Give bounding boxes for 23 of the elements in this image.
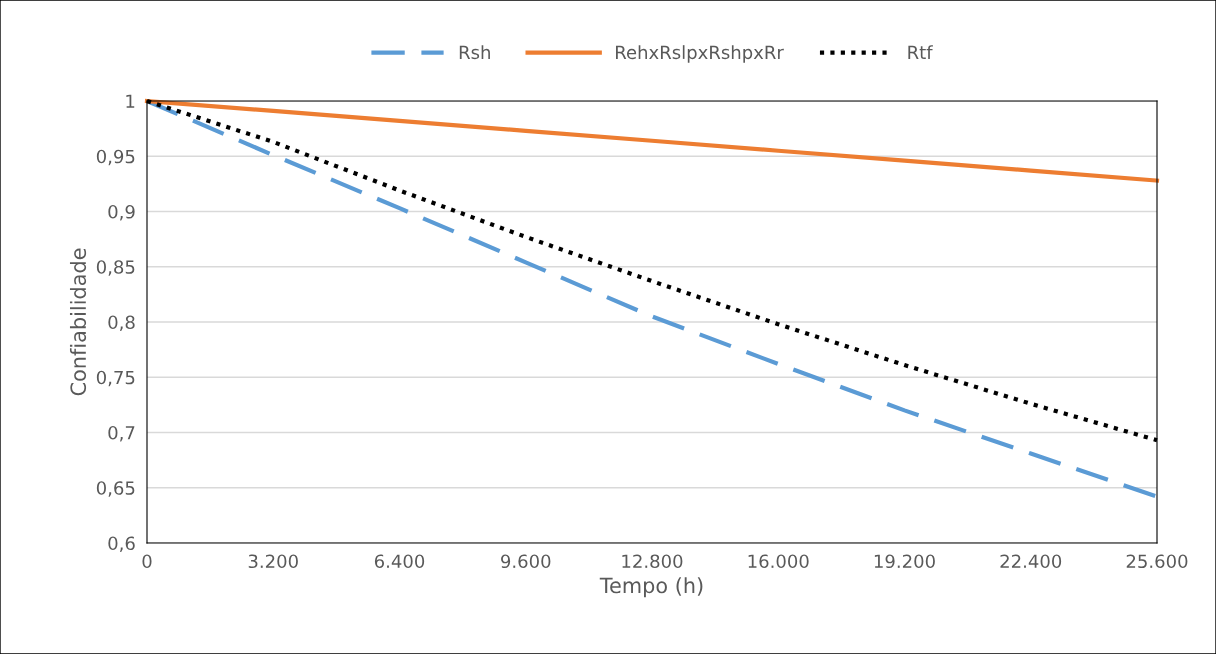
y-tick-label: 0,9 [108, 204, 135, 221]
y-tick-label: 0,75 [96, 370, 135, 387]
legend-label: Rtf [908, 45, 933, 59]
y-tick-label: 0,8 [108, 315, 135, 331]
x-tick-label: 0 [142, 554, 152, 569]
x-tick-label: 25.600 [1126, 554, 1188, 569]
y-tick-label: 1 [126, 94, 135, 108]
y-tick-label: 0,65 [96, 481, 135, 497]
x-tick-label: 22.400 [1000, 554, 1062, 569]
y-tick-label: 0,7 [108, 425, 135, 442]
x-tick-label: 3.200 [248, 554, 298, 569]
x-tick-label: 19.200 [874, 554, 935, 569]
y-tick-label: 0,6 [108, 536, 135, 552]
x-tick-label: 6.400 [374, 554, 425, 569]
x-tick-label: 16.000 [748, 554, 809, 569]
legend-label: Rsh [459, 45, 490, 60]
y-axis-title: Confiabilidade [69, 248, 87, 396]
x-tick-label: 12.800 [622, 554, 683, 569]
x-tick-label: 9.600 [501, 554, 551, 569]
x-axis-title: Tempo (h) [599, 577, 703, 598]
y-tick-label: 0,85 [96, 260, 135, 276]
legend-label: RehxRslpxRshpxRr [616, 45, 784, 63]
y-tick-label: 0,95 [96, 149, 135, 166]
